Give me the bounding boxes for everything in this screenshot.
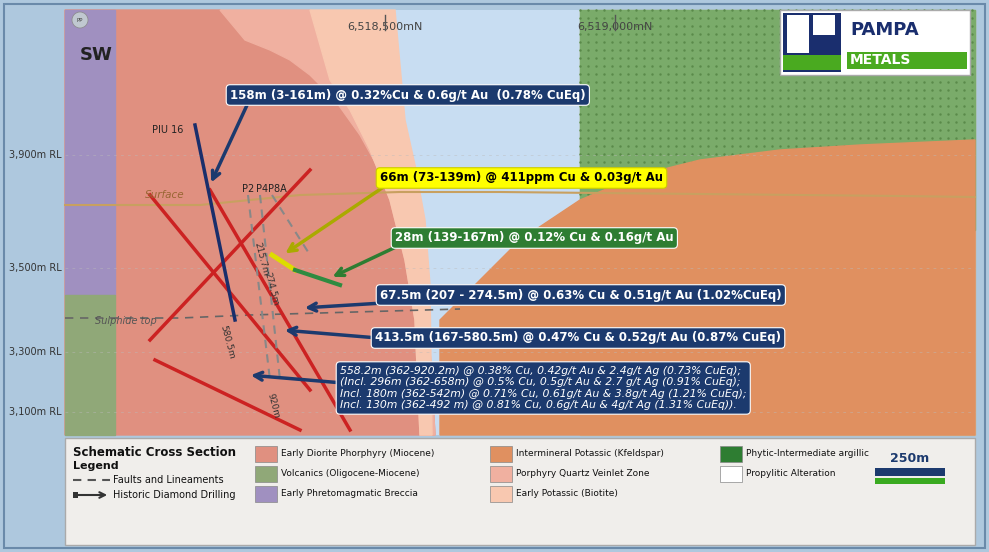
- Text: Early Potassic (Biotite): Early Potassic (Biotite): [516, 490, 618, 498]
- Text: Sulphide top: Sulphide top: [95, 316, 156, 326]
- Bar: [720, 446, 742, 462]
- Text: Early Diorite Phorphyry (Miocene): Early Diorite Phorphyry (Miocene): [281, 449, 434, 459]
- Bar: [255, 466, 277, 482]
- Text: NE: NE: [933, 46, 960, 64]
- Text: P2: P2: [242, 184, 254, 194]
- Polygon shape: [580, 10, 975, 435]
- Text: SW: SW: [80, 46, 113, 64]
- Text: Surface: Surface: [145, 190, 185, 200]
- Polygon shape: [65, 10, 435, 435]
- Bar: [65, 438, 975, 545]
- Text: 28m (139-167m) @ 0.12% Cu & 0.16g/t Au: 28m (139-167m) @ 0.12% Cu & 0.16g/t Au: [395, 231, 674, 245]
- Text: Intermineral Potassic (Kfeldspar): Intermineral Potassic (Kfeldspar): [516, 449, 664, 459]
- Text: P4: P4: [256, 184, 268, 194]
- Bar: [875, 468, 945, 476]
- Text: 158m (3-161m) @ 0.32%Cu & 0.6g/t Au  (0.78% CuEq): 158m (3-161m) @ 0.32%Cu & 0.6g/t Au (0.7…: [230, 88, 585, 102]
- Text: Propylitic Alteration: Propylitic Alteration: [746, 470, 836, 479]
- Text: 66m (73-139m) @ 411ppm Cu & 0.03g/t Au: 66m (73-139m) @ 411ppm Cu & 0.03g/t Au: [380, 172, 663, 184]
- Text: Porphyry Quartz Veinlet Zone: Porphyry Quartz Veinlet Zone: [516, 470, 650, 479]
- Bar: [255, 486, 277, 502]
- Bar: [490, 446, 512, 462]
- Text: Faults and Lineaments: Faults and Lineaments: [113, 475, 224, 485]
- Bar: [65, 10, 975, 435]
- Text: PP: PP: [77, 18, 83, 23]
- Circle shape: [72, 12, 88, 28]
- Bar: [73, 492, 78, 498]
- Bar: [255, 446, 277, 462]
- Text: Volcanics (Oligocene-Miocene): Volcanics (Oligocene-Miocene): [281, 470, 419, 479]
- Bar: [490, 466, 512, 482]
- Text: Early Phretomagmatic Breccia: Early Phretomagmatic Breccia: [281, 490, 418, 498]
- Bar: [813, 15, 835, 35]
- Polygon shape: [65, 295, 115, 435]
- Bar: [787, 15, 809, 53]
- Text: 250m: 250m: [890, 452, 930, 464]
- Text: 558.2m (362-920.2m) @ 0.38% Cu, 0.42g/t Au & 2.4g/t Ag (0.73% CuEq);
(Incl. 296m: 558.2m (362-920.2m) @ 0.38% Cu, 0.42g/t …: [340, 365, 747, 410]
- Polygon shape: [440, 140, 975, 435]
- Text: 6,518,500mN: 6,518,500mN: [347, 22, 422, 32]
- Text: 274.5m: 274.5m: [262, 272, 280, 307]
- Polygon shape: [65, 10, 115, 295]
- Bar: [875, 478, 945, 484]
- Polygon shape: [580, 10, 975, 230]
- Text: Phytic-Intermediate argillic: Phytic-Intermediate argillic: [746, 449, 869, 459]
- Text: 3,500m RL: 3,500m RL: [9, 263, 62, 273]
- Text: 3,900m RL: 3,900m RL: [9, 150, 62, 160]
- Bar: [780, 10, 970, 75]
- Text: Schematic Cross Section: Schematic Cross Section: [73, 445, 236, 459]
- Text: 413.5m (167-580.5m) @ 0.47% Cu & 0.52g/t Au (0.87% CuEq): 413.5m (167-580.5m) @ 0.47% Cu & 0.52g/t…: [375, 332, 781, 344]
- Text: 920m: 920m: [265, 392, 281, 420]
- Polygon shape: [220, 10, 435, 435]
- Text: 6,519,000mN: 6,519,000mN: [578, 22, 653, 32]
- Text: 3,300m RL: 3,300m RL: [9, 347, 62, 357]
- Text: P8A: P8A: [268, 184, 287, 194]
- Bar: [490, 486, 512, 502]
- Text: METALS: METALS: [850, 53, 912, 67]
- Text: PAMPA: PAMPA: [850, 21, 919, 39]
- Text: 67.5m (207 - 274.5m) @ 0.63% Cu & 0.51g/t Au (1.02%CuEq): 67.5m (207 - 274.5m) @ 0.63% Cu & 0.51g/…: [380, 289, 781, 301]
- Bar: [783, 55, 841, 70]
- Bar: [720, 466, 742, 482]
- Text: 3,100m RL: 3,100m RL: [9, 407, 62, 417]
- Bar: [847, 52, 967, 69]
- Text: 215.7m: 215.7m: [252, 241, 270, 277]
- Text: Historic Diamond Drilling: Historic Diamond Drilling: [113, 490, 235, 500]
- Polygon shape: [310, 10, 432, 435]
- Bar: [783, 13, 841, 72]
- Text: 580.5m: 580.5m: [218, 324, 235, 360]
- Text: Legend: Legend: [73, 461, 119, 471]
- Text: PIU 16: PIU 16: [151, 125, 183, 135]
